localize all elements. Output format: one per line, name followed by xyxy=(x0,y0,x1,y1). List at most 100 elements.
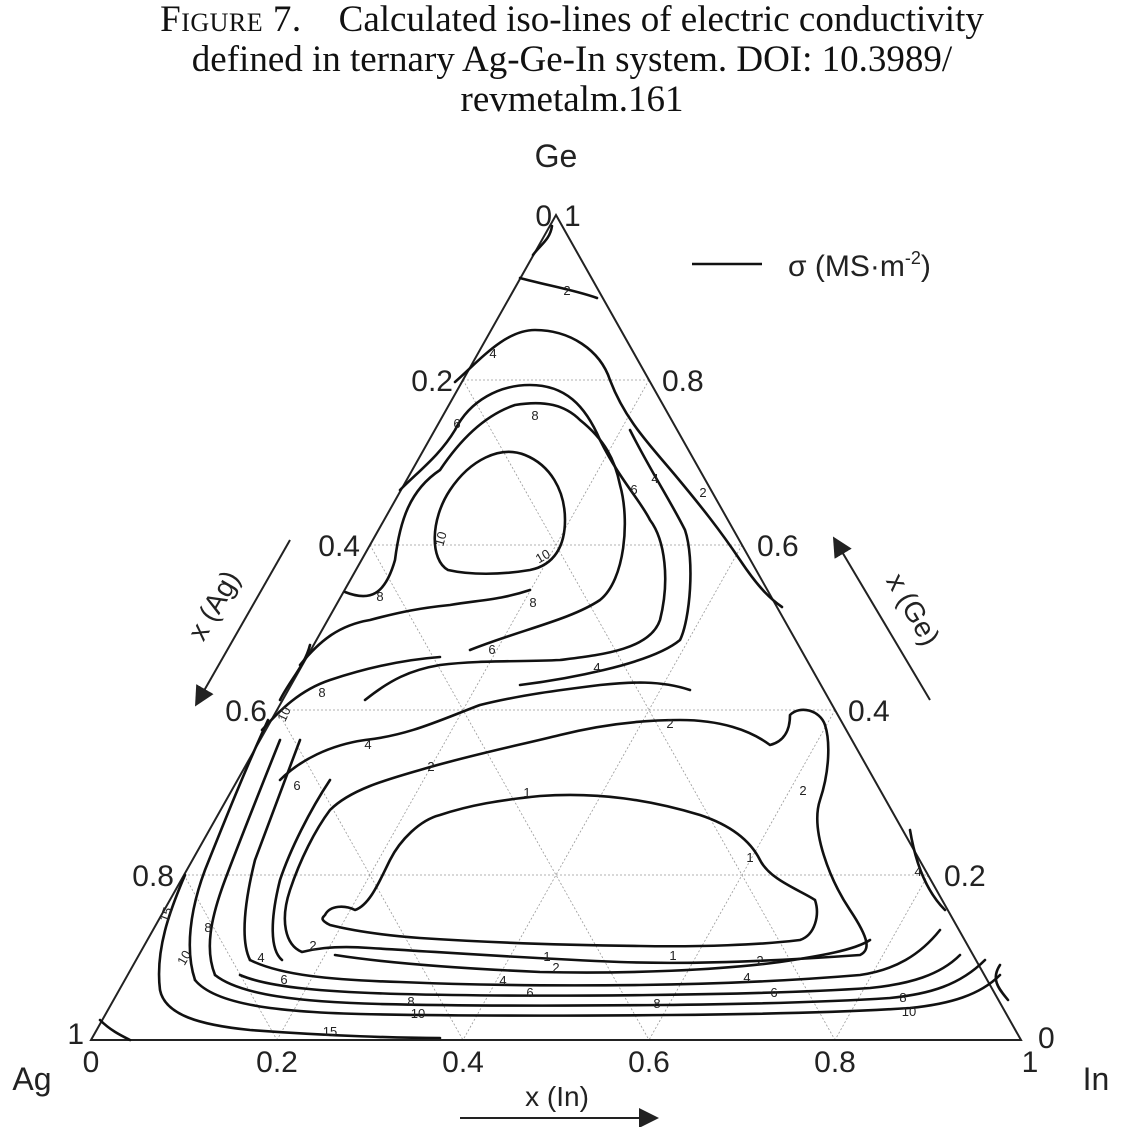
iso-label: 6 xyxy=(526,985,533,1000)
iso-label: 15 xyxy=(156,905,175,924)
iso-line-1-inner xyxy=(321,793,819,948)
iso-label: 4 xyxy=(364,737,371,752)
iso-label: 4 xyxy=(499,973,506,988)
iso-line-10-lower xyxy=(193,973,1002,1017)
iso-label: 10 xyxy=(432,530,450,548)
iso-label: 2 xyxy=(756,953,763,968)
iso-label: 4 xyxy=(651,471,658,486)
iso-line-8-lower xyxy=(213,958,987,1007)
iso-label: 6 xyxy=(453,416,460,431)
grid-lines xyxy=(183,379,929,1041)
tick-label: 0 xyxy=(535,200,552,233)
iso-line-6-mid xyxy=(363,383,667,702)
iso-line-4-left xyxy=(278,681,692,782)
ternary-diagram: 2 4 6 8 10 10 8 6 4 4 6 2 8 8 10 6 4 2 2… xyxy=(12,138,1110,1127)
triangle-frame xyxy=(89,212,1023,1041)
tick-label: 1 xyxy=(1022,1046,1039,1079)
tick-label: 0.8 xyxy=(662,365,704,398)
tick-label: 1 xyxy=(67,1018,84,1051)
vertex-label-left: Ag xyxy=(12,1061,51,1097)
tick-label: 0.8 xyxy=(132,860,174,893)
tick-label: 0.4 xyxy=(442,1046,484,1079)
iso-label: 6 xyxy=(293,778,300,793)
legend-label: σ (MS·m-2) xyxy=(788,248,931,283)
vertex-label-top: Ge xyxy=(535,138,578,174)
iso-label: 1 xyxy=(746,850,753,865)
tick-label: 0 xyxy=(83,1046,100,1079)
legend-label-superscript: -2 xyxy=(905,248,921,268)
legend-label-close: ) xyxy=(921,250,931,283)
legend-label-main: σ (MS·m xyxy=(788,250,905,283)
iso-line-15-left xyxy=(157,873,442,1040)
iso-line-4-leftside xyxy=(271,778,332,962)
iso-label: 2 xyxy=(552,960,559,975)
iso-label: 8 xyxy=(318,685,325,700)
ag-axis-arrow xyxy=(195,539,291,707)
iso-line-top-corner xyxy=(531,224,554,257)
iso-label: 10 xyxy=(411,1006,425,1021)
iso-label: 2 xyxy=(699,485,706,500)
caption-line-3: revmetalm.161 xyxy=(460,79,684,120)
iso-label: 6 xyxy=(770,985,777,1000)
iso-label: 10 xyxy=(274,704,294,723)
iso-label: 15 xyxy=(323,1024,337,1039)
caption-line-2: defined in ternary Ag-Ge-In system. DOI:… xyxy=(191,39,953,80)
right-axis-ticks: 1 0.8 0.6 0.4 0.2 0 xyxy=(564,200,1055,1055)
figure-caption: Figure 7. Calculated iso-lines of electr… xyxy=(0,0,1144,120)
iso-label: 1 xyxy=(669,948,676,963)
tick-label: 0 xyxy=(1038,1022,1055,1055)
iso-label: 8 xyxy=(531,408,538,423)
ge-axis-arrow xyxy=(832,536,931,701)
tick-label: 0.2 xyxy=(411,365,453,398)
tick-label: 0.6 xyxy=(225,695,267,728)
iso-label: 1 xyxy=(543,949,550,964)
iso-label: 4 xyxy=(257,950,264,965)
iso-line-6-leftside xyxy=(243,738,302,962)
iso-line-10-left xyxy=(278,643,312,702)
iso-label: 1 xyxy=(523,785,530,800)
iso-line-2-lower xyxy=(333,938,872,974)
tick-label: 0.2 xyxy=(256,1046,298,1079)
iso-line-right-tail xyxy=(994,963,1010,1002)
axis-title-in: x (In) xyxy=(525,1081,589,1112)
bottom-axis-ticks: 0 0.2 0.4 0.6 0.8 1 xyxy=(83,1046,1039,1079)
iso-label: 4 xyxy=(593,660,600,675)
iso-line-2-top xyxy=(518,276,599,300)
iso-label: 4 xyxy=(489,346,496,361)
iso-line-10-leftside xyxy=(188,718,270,982)
iso-line-4-top xyxy=(453,328,784,609)
tick-label: 0.8 xyxy=(814,1046,856,1079)
iso-label: 2 xyxy=(799,783,806,798)
left-axis-ticks: 0 0.2 0.4 0.6 0.8 1 xyxy=(67,200,552,1051)
iso-label: 8 xyxy=(899,990,906,1005)
iso-label: 6 xyxy=(280,972,287,987)
iso-line-10-loop xyxy=(433,450,567,576)
tick-label: 0.6 xyxy=(757,530,799,563)
iso-label: 10 xyxy=(174,948,194,968)
iso-line-labels: 2 4 6 8 10 10 8 6 4 4 6 2 8 8 10 6 4 2 2… xyxy=(156,283,921,1039)
iso-label: 10 xyxy=(902,1004,916,1019)
figure-label: Figure 7. xyxy=(160,0,302,40)
iso-line-2-outer xyxy=(283,708,868,965)
iso-label: 8 xyxy=(529,595,536,610)
legend: σ (MS·m-2) xyxy=(692,248,931,283)
tick-label: 0.4 xyxy=(848,695,890,728)
tick-label: 0.6 xyxy=(628,1046,670,1079)
iso-label: 8 xyxy=(376,589,383,604)
iso-label: 4 xyxy=(743,970,750,985)
caption-line-1: Calculated iso-lines of electric conduct… xyxy=(338,0,984,40)
iso-label: 6 xyxy=(630,482,637,497)
iso-line-8-top xyxy=(343,401,627,652)
vertex-label-right: In xyxy=(1083,1061,1110,1097)
iso-label: 2 xyxy=(309,938,316,953)
iso-label: 2 xyxy=(427,759,434,774)
iso-line-8-leftside xyxy=(208,738,282,977)
iso-line-bottom-left-corner xyxy=(98,1018,132,1042)
iso-line-4-right-outer xyxy=(908,828,947,912)
iso-line-4-lower xyxy=(248,928,942,987)
iso-lines xyxy=(98,224,1010,1042)
iso-label: 8 xyxy=(653,996,660,1011)
tick-label: 0.2 xyxy=(944,860,986,893)
iso-label: 8 xyxy=(204,920,211,935)
iso-line-6-lower xyxy=(238,953,962,997)
